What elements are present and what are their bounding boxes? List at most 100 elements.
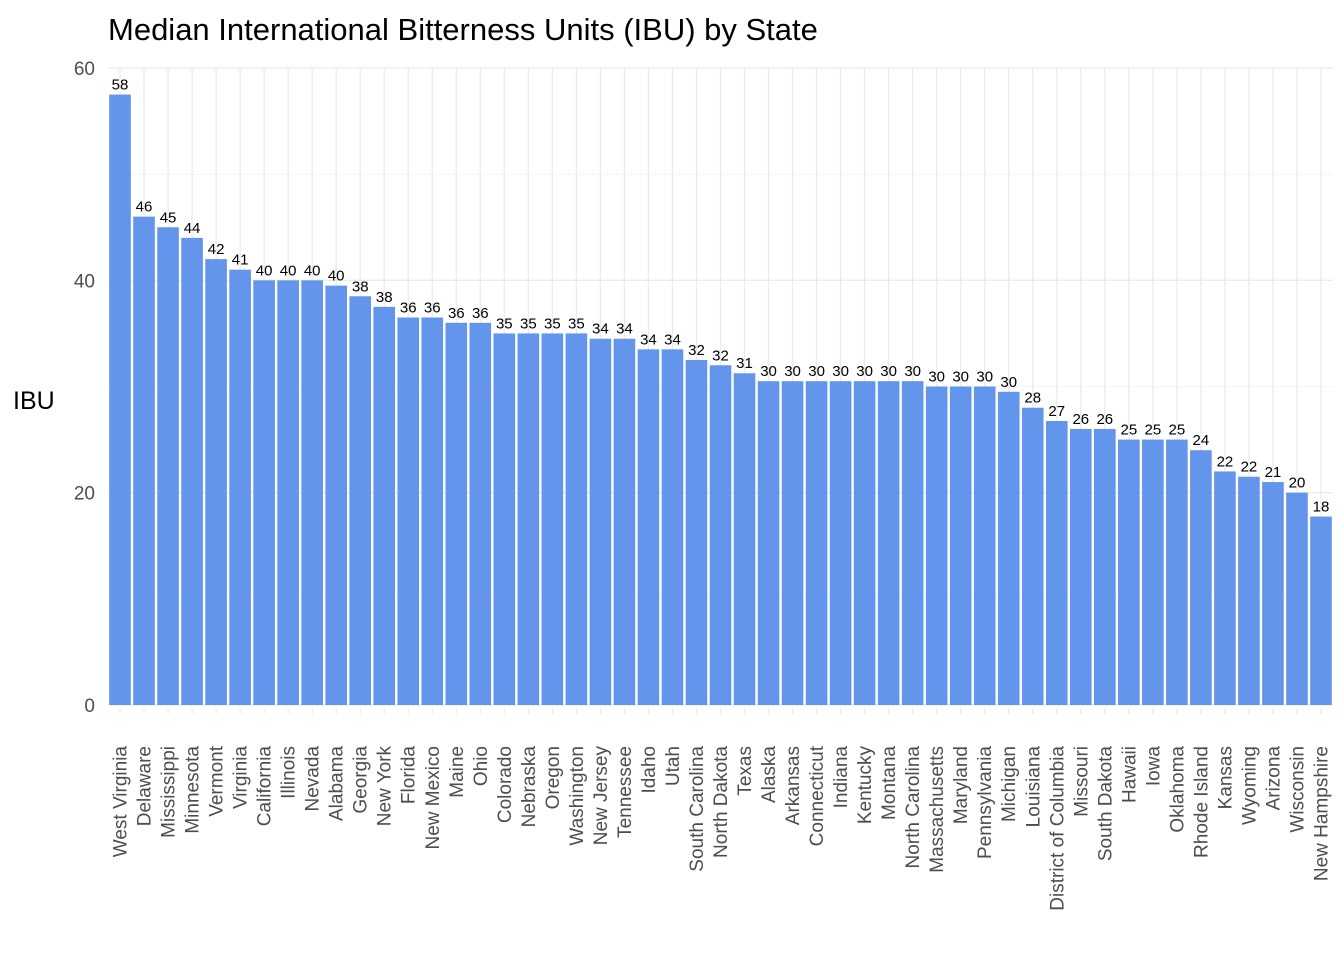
bar — [133, 216, 155, 705]
bar — [325, 285, 347, 705]
x-tick-label: Tennessee — [615, 746, 636, 838]
bar — [205, 259, 227, 705]
bar — [781, 381, 804, 705]
bar — [661, 349, 684, 705]
x-tick-label: West Virginia — [111, 746, 132, 858]
x-tick-label: Florida — [399, 746, 420, 805]
bar — [1045, 421, 1068, 705]
bar — [877, 381, 900, 705]
data-label: 35 — [496, 315, 513, 332]
bar — [1262, 482, 1284, 705]
bar — [469, 322, 492, 705]
x-tick-label: New Jersey — [591, 746, 612, 846]
y-tick-label: 20 — [74, 484, 95, 505]
data-label: 34 — [616, 321, 633, 338]
bar — [997, 391, 1020, 705]
x-tick-label: South Dakota — [1095, 746, 1116, 862]
y-tick-label: 60 — [74, 59, 95, 80]
x-tick-label: Utah — [663, 746, 684, 786]
bar — [277, 280, 299, 705]
data-label: 32 — [712, 347, 729, 364]
x-tick-label: North Carolina — [903, 746, 924, 869]
bar — [541, 333, 564, 705]
x-tick-label: Alaska — [759, 746, 780, 803]
data-label: 36 — [400, 299, 417, 316]
bar — [1094, 428, 1116, 705]
x-tick-label: District of Columbia — [1047, 746, 1068, 911]
x-tick-label: Kentucky — [855, 746, 876, 825]
x-tick-label: North Dakota — [711, 746, 732, 858]
data-label: 30 — [1000, 374, 1017, 391]
bar — [1069, 428, 1092, 705]
x-tick-label: Illinois — [279, 746, 300, 799]
bar — [157, 227, 179, 705]
bar — [1190, 450, 1212, 705]
x-tick-label: South Carolina — [687, 746, 708, 872]
x-tick-label: Arkansas — [783, 746, 804, 825]
bar — [1310, 516, 1332, 705]
x-tick-label: Montana — [879, 746, 900, 820]
x-tick-label: Michigan — [999, 746, 1020, 822]
chart-title: Median International Bitterness Units (I… — [108, 12, 818, 47]
data-label: 30 — [928, 369, 945, 386]
data-label: 26 — [1096, 411, 1113, 428]
x-tick-label: Georgia — [351, 746, 372, 814]
x-tick-label: Kansas — [1215, 746, 1236, 809]
data-label: 38 — [352, 278, 369, 295]
data-label: 25 — [1145, 422, 1162, 439]
data-label: 34 — [592, 321, 609, 338]
x-tick-label: Missouri — [1071, 746, 1092, 817]
data-label: 35 — [568, 315, 585, 332]
data-label: 36 — [448, 305, 465, 322]
x-tick-label: Nevada — [303, 746, 324, 812]
x-tick-label: Minnesota — [183, 746, 204, 834]
data-label: 30 — [952, 369, 969, 386]
bar — [1021, 407, 1044, 705]
bar — [181, 237, 203, 705]
x-tick-label: Ohio — [471, 746, 492, 786]
bar — [949, 386, 972, 705]
bar — [805, 381, 828, 705]
data-label: 44 — [184, 220, 201, 237]
x-tick-label: Washington — [567, 746, 588, 846]
data-label: 38 — [376, 289, 393, 306]
data-label: 18 — [1313, 499, 1330, 516]
x-tick-label: Oklahoma — [1167, 746, 1188, 833]
x-axis-ticks: West Virginia Delaware Mississippi Minnesot… — [111, 708, 1332, 911]
bar — [973, 386, 996, 705]
x-tick-label: Massachusetts — [927, 746, 948, 873]
bar — [493, 333, 516, 705]
x-tick-label: Wyoming — [1239, 746, 1260, 825]
x-tick-label: Virginia — [231, 746, 252, 809]
x-tick-label: Arizona — [1263, 746, 1284, 811]
data-label: 40 — [280, 262, 297, 279]
data-label: 36 — [424, 299, 441, 316]
bars — [109, 94, 1332, 705]
data-label: 32 — [688, 342, 705, 359]
bar — [1214, 471, 1236, 705]
bar — [253, 280, 275, 705]
x-tick-label: Delaware — [135, 746, 156, 826]
data-label: 26 — [1072, 411, 1089, 428]
data-label: 36 — [472, 305, 489, 322]
data-label: 40 — [256, 262, 273, 279]
data-label: 30 — [760, 363, 777, 380]
y-tick-label: 40 — [74, 271, 95, 292]
bar — [829, 381, 852, 705]
data-label: 35 — [544, 315, 561, 332]
x-tick-label: Vermont — [207, 745, 228, 816]
bar — [397, 317, 420, 705]
data-label: 40 — [304, 262, 321, 279]
bar — [925, 386, 948, 705]
x-tick-label: California — [255, 746, 276, 827]
bar — [349, 296, 372, 705]
bar — [421, 317, 444, 705]
x-tick-label: Pennsylvania — [975, 746, 996, 859]
bar — [853, 381, 876, 705]
bar — [109, 94, 131, 705]
bar — [1118, 439, 1140, 705]
data-label: 41 — [232, 252, 249, 269]
data-label: 30 — [832, 363, 849, 380]
x-tick-label: Wisconsin — [1287, 746, 1308, 833]
